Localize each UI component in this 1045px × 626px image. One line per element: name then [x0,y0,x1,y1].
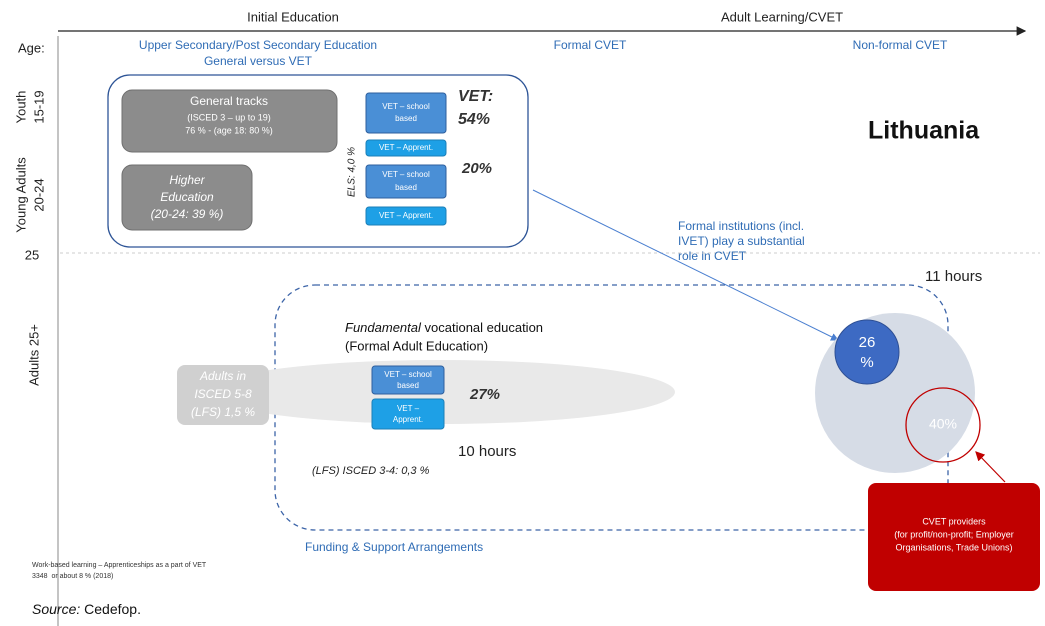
lfs: (LFS) ISCED 3-4: 0,3 % [312,465,430,477]
vet-box [365,164,447,199]
box-text: ISCED 5-8 [194,387,252,401]
circle-text: 40% [929,416,957,432]
formal-circle [834,319,900,385]
arrow [975,451,1006,483]
youth-box [107,74,529,248]
age-group: Young Adults [13,157,28,233]
source-text: Cedefop. [80,601,141,617]
column-label: Non-formal CVET [853,38,948,52]
vet-share: 54% [458,111,490,128]
box-text: (for profit/non-profit; Employer [894,529,1014,539]
box-text: based [397,381,419,390]
column-label: Upper Secondary/Post Secondary Education [139,38,377,52]
column-label: Formal CVET [554,38,627,52]
footnote: 3348 or about 8 % (2018) [32,573,113,580]
box-text: VET – Apprent. [379,211,433,220]
vet-box [365,139,447,157]
vet-box [365,92,447,134]
age-group: 15-19 [31,90,46,123]
adult-subtitle: (Formal Adult Education) [345,338,488,353]
age-group: 25 [25,247,39,262]
box-text: based [395,114,417,123]
box-text: Education [160,190,214,204]
circle-text: % [860,354,873,371]
els-label: ELS: 4,0 % [347,147,358,197]
vet-box [371,398,445,430]
title-part: vocational education [421,320,543,335]
age-group: Youth [13,91,28,124]
box-text: based [395,183,417,192]
box-text: (20-24: 39 %) [151,207,224,221]
box-text: (LFS) 1,5 % [191,405,255,419]
box-text: VET – school [382,170,430,179]
note: Formal institutions (incl. [678,219,804,233]
title-part: Fundamental [345,320,422,335]
vet-box [371,365,445,395]
hours: 10 hours [458,443,516,460]
box-text: Adults in [199,369,246,383]
box-text: Organisations, Trade Unions) [895,542,1012,552]
box-text: General tracks [190,94,268,108]
column-label: General versus VET [204,54,313,68]
box-text: VET – school [384,370,432,379]
general-tracks [121,89,338,153]
providers-box [868,483,1040,591]
box-text: CVET providers [922,516,986,526]
section-label: Adult Learning/CVET [721,9,843,24]
footnote: Work-based learning – Apprenticeships as… [32,562,207,569]
box-text: 76 % - (age 18: 80 %) [185,125,273,135]
share: 27% [469,386,500,403]
section-label: Initial Education [247,9,339,24]
arrow [532,189,839,341]
hours: 11 hours [925,268,982,285]
circle-text: 26 [859,334,876,351]
age-group: 20-24 [31,178,46,211]
country: Lithuania [868,117,980,145]
adult-title: Fundamental vocational education [345,320,543,335]
vet-box [365,206,447,226]
box-text: VET – school [382,102,430,111]
higher-education [121,164,253,231]
box-text: VET – [397,404,420,413]
note: IVET) play a substantial [678,234,805,248]
adults-isced [177,365,269,425]
box-text: Apprent. [393,415,423,424]
vet-label: VET: [458,88,493,105]
box-text: Higher [169,173,205,187]
source-label: Source: [32,601,80,617]
age-label: Age: [18,40,45,55]
funding: Funding & Support Arrangements [305,540,483,554]
source: Source: Cedefop. [32,601,141,617]
age-group: Adults 25+ [26,324,41,386]
box-text: VET – Apprent. [379,143,433,152]
nonformal-circle [905,387,981,463]
box-text: (ISCED 3 – up to 19) [187,112,271,122]
note: role in CVET [678,249,747,263]
share: 20% [461,160,492,177]
